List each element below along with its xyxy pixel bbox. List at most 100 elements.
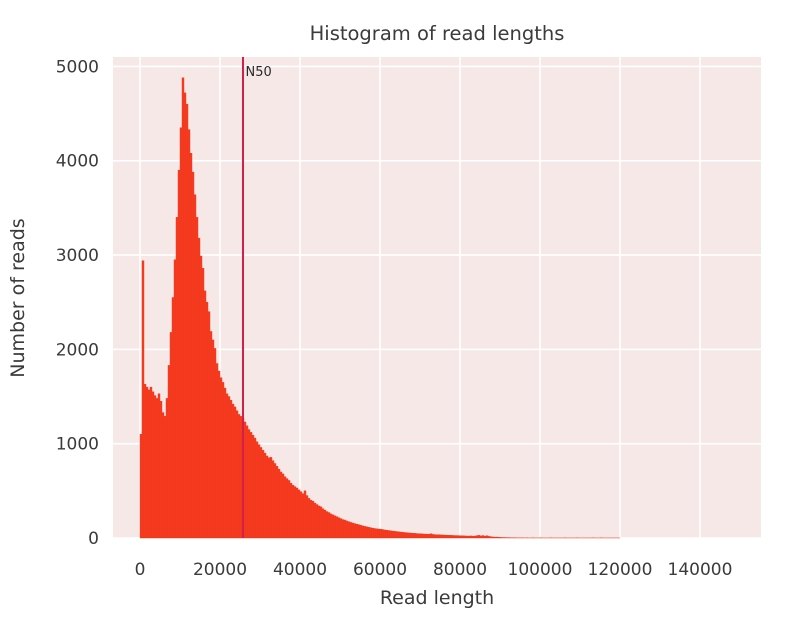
histogram-bar <box>317 505 321 539</box>
histogram-bar <box>181 77 185 539</box>
histogram-bar <box>379 529 383 539</box>
histogram-bar <box>205 302 209 539</box>
histogram-bar <box>233 406 237 539</box>
histogram-bar <box>477 535 481 539</box>
histogram-bar <box>491 536 495 539</box>
y-tick-label: 0 <box>88 529 99 549</box>
histogram-bar <box>465 535 469 539</box>
histogram-bar <box>239 416 243 539</box>
histogram-bar <box>405 532 409 539</box>
histogram-bar <box>411 533 415 539</box>
histogram-bar <box>247 429 251 539</box>
histogram-bar <box>335 516 339 539</box>
histogram-bar <box>365 526 369 539</box>
histogram-bar <box>359 525 363 539</box>
histogram-bar <box>289 483 293 539</box>
histogram-bar <box>479 535 483 539</box>
histogram-bar <box>457 535 461 539</box>
histogram-bar <box>235 410 239 539</box>
histogram-bar <box>481 535 485 539</box>
histogram-bar <box>399 531 403 539</box>
histogram-bar <box>395 531 399 539</box>
histogram-bar <box>407 532 411 539</box>
x-tick-label: 100000 <box>508 560 573 580</box>
histogram-bar <box>169 332 173 539</box>
histogram-bar <box>353 523 357 539</box>
histogram-bar <box>341 519 345 539</box>
histogram-bar <box>227 396 231 539</box>
histogram-bar <box>497 537 501 539</box>
histogram-bars <box>139 77 621 539</box>
histogram-bar <box>321 508 325 539</box>
histogram-bar <box>415 533 419 539</box>
histogram-bar <box>437 534 441 539</box>
histogram-bar <box>473 535 477 539</box>
histogram-bar <box>471 536 475 539</box>
histogram-bar <box>315 504 319 539</box>
histogram-bar <box>175 217 179 539</box>
histogram-bar <box>213 348 217 539</box>
y-tick-label: 4000 <box>56 152 99 172</box>
histogram-bar <box>355 524 359 539</box>
histogram-bar <box>269 457 273 539</box>
x-axis-label: Read length <box>380 587 494 609</box>
y-axis-label: Number of reads <box>7 218 29 377</box>
histogram-bar <box>339 518 343 539</box>
histogram-bar <box>279 471 283 539</box>
histogram-bar <box>377 528 381 539</box>
histogram-bar <box>409 532 413 539</box>
histogram-bar <box>297 489 301 539</box>
histogram-bar <box>277 468 281 539</box>
histogram-bar <box>371 527 375 539</box>
y-tick-label: 5000 <box>56 57 99 77</box>
histogram-bar <box>357 524 361 539</box>
histogram-bar <box>325 511 329 539</box>
histogram-bar <box>427 534 431 539</box>
histogram-bar <box>245 425 249 539</box>
histogram-bar <box>237 414 241 539</box>
histogram-bar <box>489 536 493 539</box>
histogram-bar <box>195 217 199 539</box>
histogram-bar <box>293 486 297 539</box>
histogram-bar <box>425 533 429 539</box>
histogram-bar <box>243 421 247 539</box>
histogram-bar <box>193 194 197 539</box>
histogram-bar <box>429 533 433 539</box>
histogram-bar <box>331 514 335 539</box>
histogram-bar <box>211 339 215 539</box>
histogram-bar <box>393 531 397 539</box>
histogram-bar <box>253 437 257 539</box>
histogram-bar <box>225 393 229 539</box>
histogram-bar <box>343 519 347 539</box>
histogram-bar <box>179 127 183 539</box>
histogram-bar <box>291 484 295 539</box>
histogram-bar <box>251 434 255 539</box>
histogram-bar <box>163 416 167 539</box>
histogram-bar <box>443 534 447 539</box>
histogram-bar <box>417 533 421 539</box>
x-tick-label: 40000 <box>273 560 327 580</box>
histogram-bar <box>421 533 425 539</box>
histogram-bar <box>449 535 453 539</box>
histogram-bar <box>215 363 219 539</box>
histogram-bar <box>495 536 499 539</box>
histogram-bar <box>271 460 275 539</box>
histogram-bar <box>259 447 263 539</box>
histogram-bar <box>273 463 277 539</box>
histogram-bar <box>149 386 153 539</box>
histogram-bar <box>191 171 195 539</box>
histogram-bar <box>319 506 323 539</box>
histogram-bar <box>249 432 253 539</box>
histogram-bar <box>283 476 287 539</box>
histogram-bar <box>367 527 371 539</box>
histogram-bar <box>143 384 147 539</box>
x-tick-label: 20000 <box>193 560 247 580</box>
histogram-bar <box>221 382 225 539</box>
histogram-bar <box>299 491 303 539</box>
histogram-bar <box>389 530 393 539</box>
histogram-bar <box>487 536 491 539</box>
histogram-bar <box>361 525 365 539</box>
histogram-bar <box>483 535 487 539</box>
